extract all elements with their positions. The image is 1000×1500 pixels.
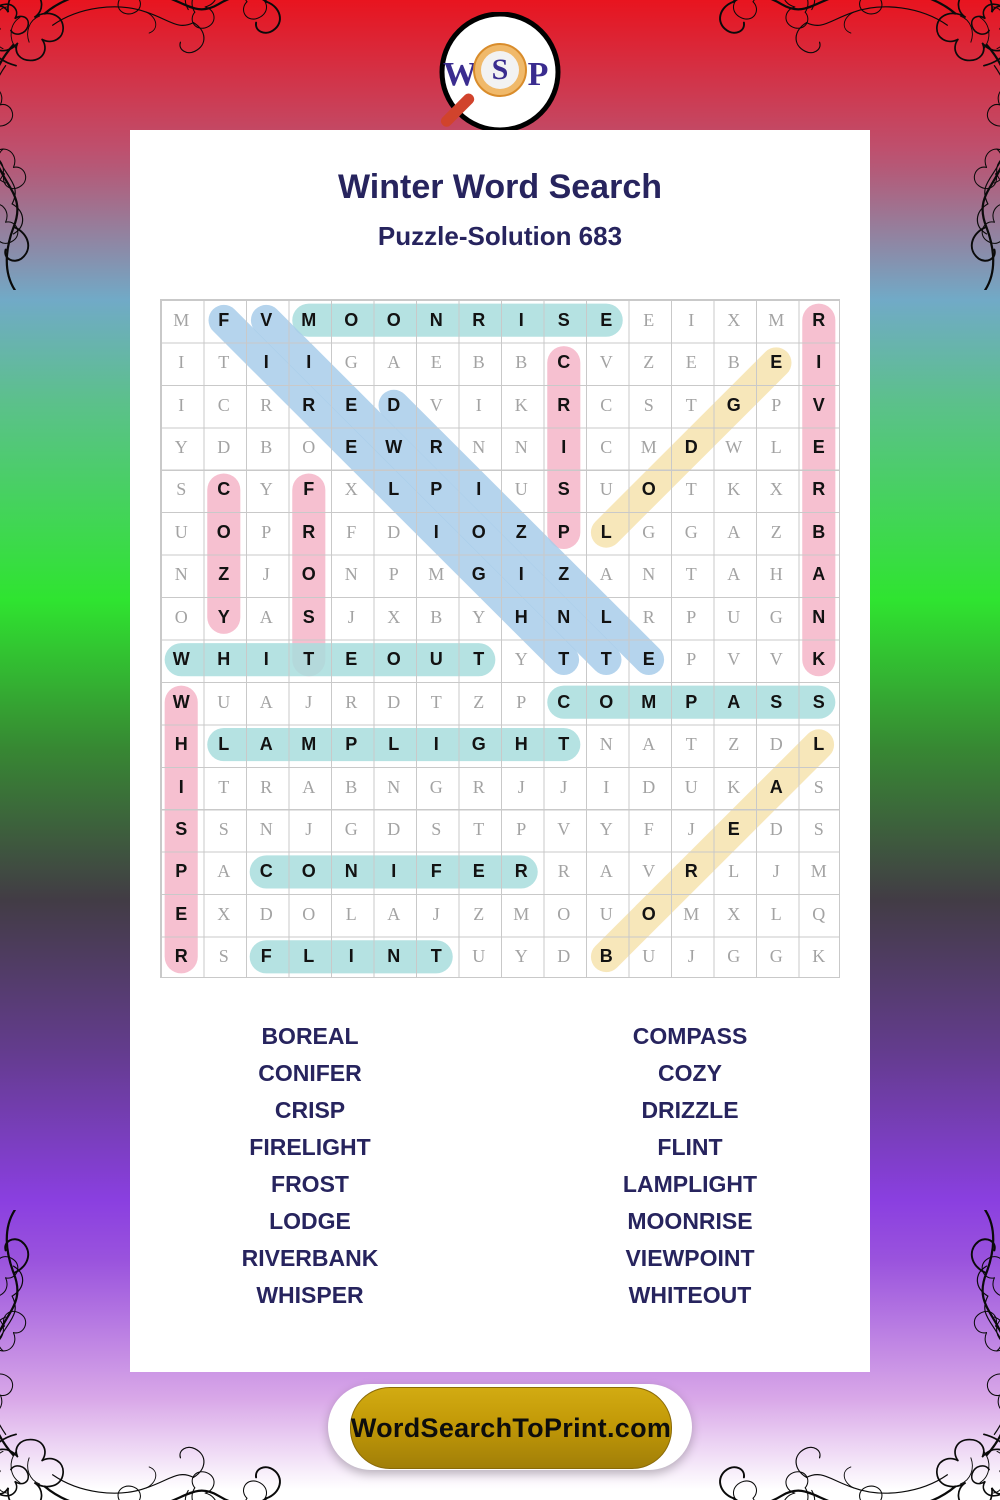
svg-text:W: W: [443, 56, 477, 93]
svg-text:P: P: [528, 56, 549, 93]
svg-text:S: S: [492, 53, 509, 86]
